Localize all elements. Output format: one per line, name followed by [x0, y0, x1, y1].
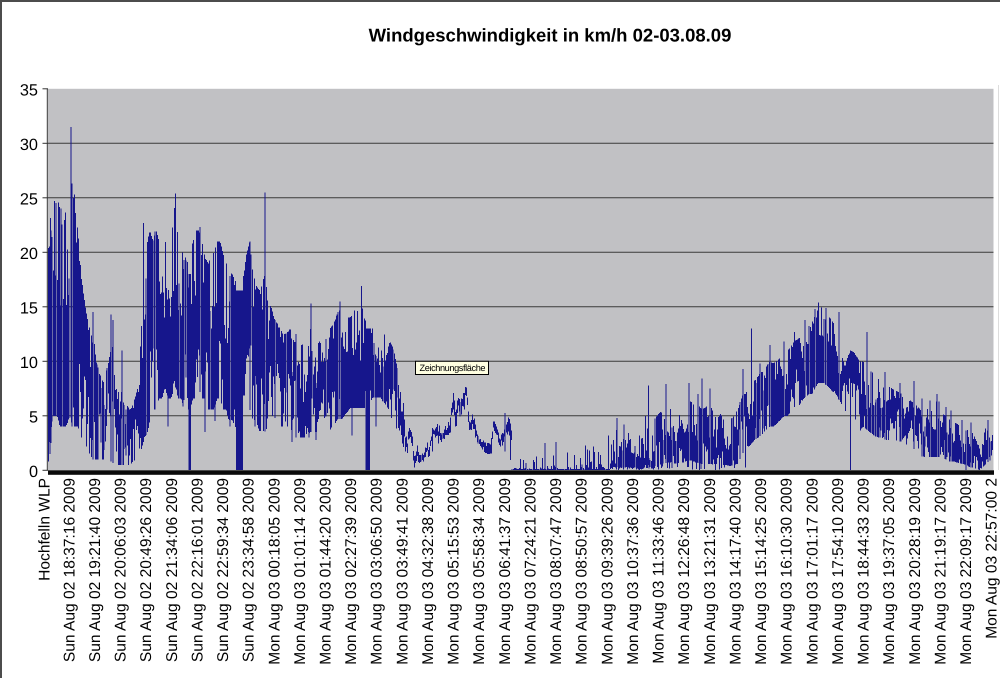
svg-text:Mon Aug 03 09:39:26 2009: Mon Aug 03 09:39:26 2009 [599, 478, 616, 665]
svg-text:Sun Aug 02 22:59:34 2009: Sun Aug 02 22:59:34 2009 [215, 478, 232, 662]
svg-text:Mon Aug 03 04:32:38 2009: Mon Aug 03 04:32:38 2009 [420, 478, 437, 665]
svg-text:Mon Aug 03 17:54:10 2009: Mon Aug 03 17:54:10 2009 [830, 478, 847, 665]
svg-text:Mon Aug 03 07:24:21 2009: Mon Aug 03 07:24:21 2009 [523, 478, 540, 665]
svg-text:Mon Aug 03 03:06:50 2009: Mon Aug 03 03:06:50 2009 [369, 478, 386, 665]
svg-text:Mon Aug 03 00:18:05 2009: Mon Aug 03 00:18:05 2009 [266, 478, 283, 665]
svg-text:Sun Aug 02 20:06:03 2009: Sun Aug 02 20:06:03 2009 [113, 478, 130, 662]
svg-text:25: 25 [20, 191, 38, 209]
svg-text:10: 10 [20, 354, 38, 372]
svg-text:Sun Aug 02 20:49:26 2009: Sun Aug 02 20:49:26 2009 [138, 478, 155, 662]
svg-text:15: 15 [20, 300, 38, 318]
svg-text:Mon Aug 03 13:21:31 2009: Mon Aug 03 13:21:31 2009 [702, 478, 719, 665]
svg-text:Sun Aug 02 18:37:16 2009: Sun Aug 02 18:37:16 2009 [61, 478, 78, 662]
svg-text:0: 0 [29, 463, 38, 481]
svg-text:Mon Aug 03 03:49:41 2009: Mon Aug 03 03:49:41 2009 [394, 478, 411, 665]
svg-text:Mon Aug 03 18:44:33 2009: Mon Aug 03 18:44:33 2009 [856, 478, 873, 665]
svg-text:30: 30 [20, 136, 38, 154]
svg-text:Mon Aug 03 01:01:14 2009: Mon Aug 03 01:01:14 2009 [292, 478, 309, 665]
svg-text:Mon Aug 03 08:07:47 2009: Mon Aug 03 08:07:47 2009 [548, 478, 565, 665]
svg-text:Mon Aug 03 01:44:20 2009: Mon Aug 03 01:44:20 2009 [318, 478, 335, 665]
svg-text:Mon Aug 03 05:58:34 2009: Mon Aug 03 05:58:34 2009 [471, 478, 488, 665]
svg-text:Mon Aug 03 20:28:19 2009: Mon Aug 03 20:28:19 2009 [907, 478, 924, 665]
svg-text:Zeichnungsfläche: Zeichnungsfläche [420, 363, 486, 373]
svg-text:Mon Aug 03 05:15:53 2009: Mon Aug 03 05:15:53 2009 [446, 478, 463, 665]
svg-text:Sun Aug 02 19:21:40 2009: Sun Aug 02 19:21:40 2009 [87, 478, 104, 662]
svg-text:Mon Aug 03 12:26:48 2009: Mon Aug 03 12:26:48 2009 [676, 478, 693, 665]
svg-text:Sun Aug 02 21:34:06 2009: Sun Aug 02 21:34:06 2009 [164, 478, 181, 662]
svg-text:5: 5 [29, 409, 38, 427]
svg-text:35: 35 [20, 82, 38, 100]
svg-text:Mon Aug 03 08:50:57 2009: Mon Aug 03 08:50:57 2009 [574, 478, 591, 665]
svg-text:Mon Aug 03 16:10:30 2009: Mon Aug 03 16:10:30 2009 [779, 478, 796, 665]
svg-text:Mon Aug 03 10:37:36 2009: Mon Aug 03 10:37:36 2009 [625, 478, 642, 665]
svg-text:Mon Aug 03 02:27:39 2009: Mon Aug 03 02:27:39 2009 [343, 478, 360, 665]
svg-text:Mon Aug 03 17:01:17 2009: Mon Aug 03 17:01:17 2009 [804, 478, 821, 665]
svg-text:Mon Aug 03 15:14:25 2009: Mon Aug 03 15:14:25 2009 [753, 478, 770, 665]
svg-text:Mon Aug 03 22:57:00 2: Mon Aug 03 22:57:00 2 [984, 478, 1000, 639]
svg-text:Mon Aug 03 19:37:05 2009: Mon Aug 03 19:37:05 2009 [881, 478, 898, 665]
svg-text:Sun Aug 02 22:16:01 2009: Sun Aug 02 22:16:01 2009 [189, 478, 206, 662]
svg-text:Mon Aug 03 14:17:40 2009: Mon Aug 03 14:17:40 2009 [727, 478, 744, 665]
svg-text:Hochfelln WLP: Hochfelln WLP [37, 478, 54, 581]
svg-text:20: 20 [20, 245, 38, 263]
svg-text:Mon Aug 03 22:09:17 2009: Mon Aug 03 22:09:17 2009 [958, 478, 975, 665]
svg-text:Sun Aug 02 23:34:58 2009: Sun Aug 02 23:34:58 2009 [241, 478, 258, 662]
svg-text:Mon Aug 03 11:33:46 2009: Mon Aug 03 11:33:46 2009 [651, 478, 668, 664]
svg-text:Mon Aug 03 06:41:37 2009: Mon Aug 03 06:41:37 2009 [497, 478, 514, 665]
svg-text:Windgeschwindigkeit in km/h 02: Windgeschwindigkeit in km/h 02-03.08.09 [369, 25, 732, 46]
svg-text:Mon Aug 03 21:19:17 2009: Mon Aug 03 21:19:17 2009 [932, 478, 949, 665]
